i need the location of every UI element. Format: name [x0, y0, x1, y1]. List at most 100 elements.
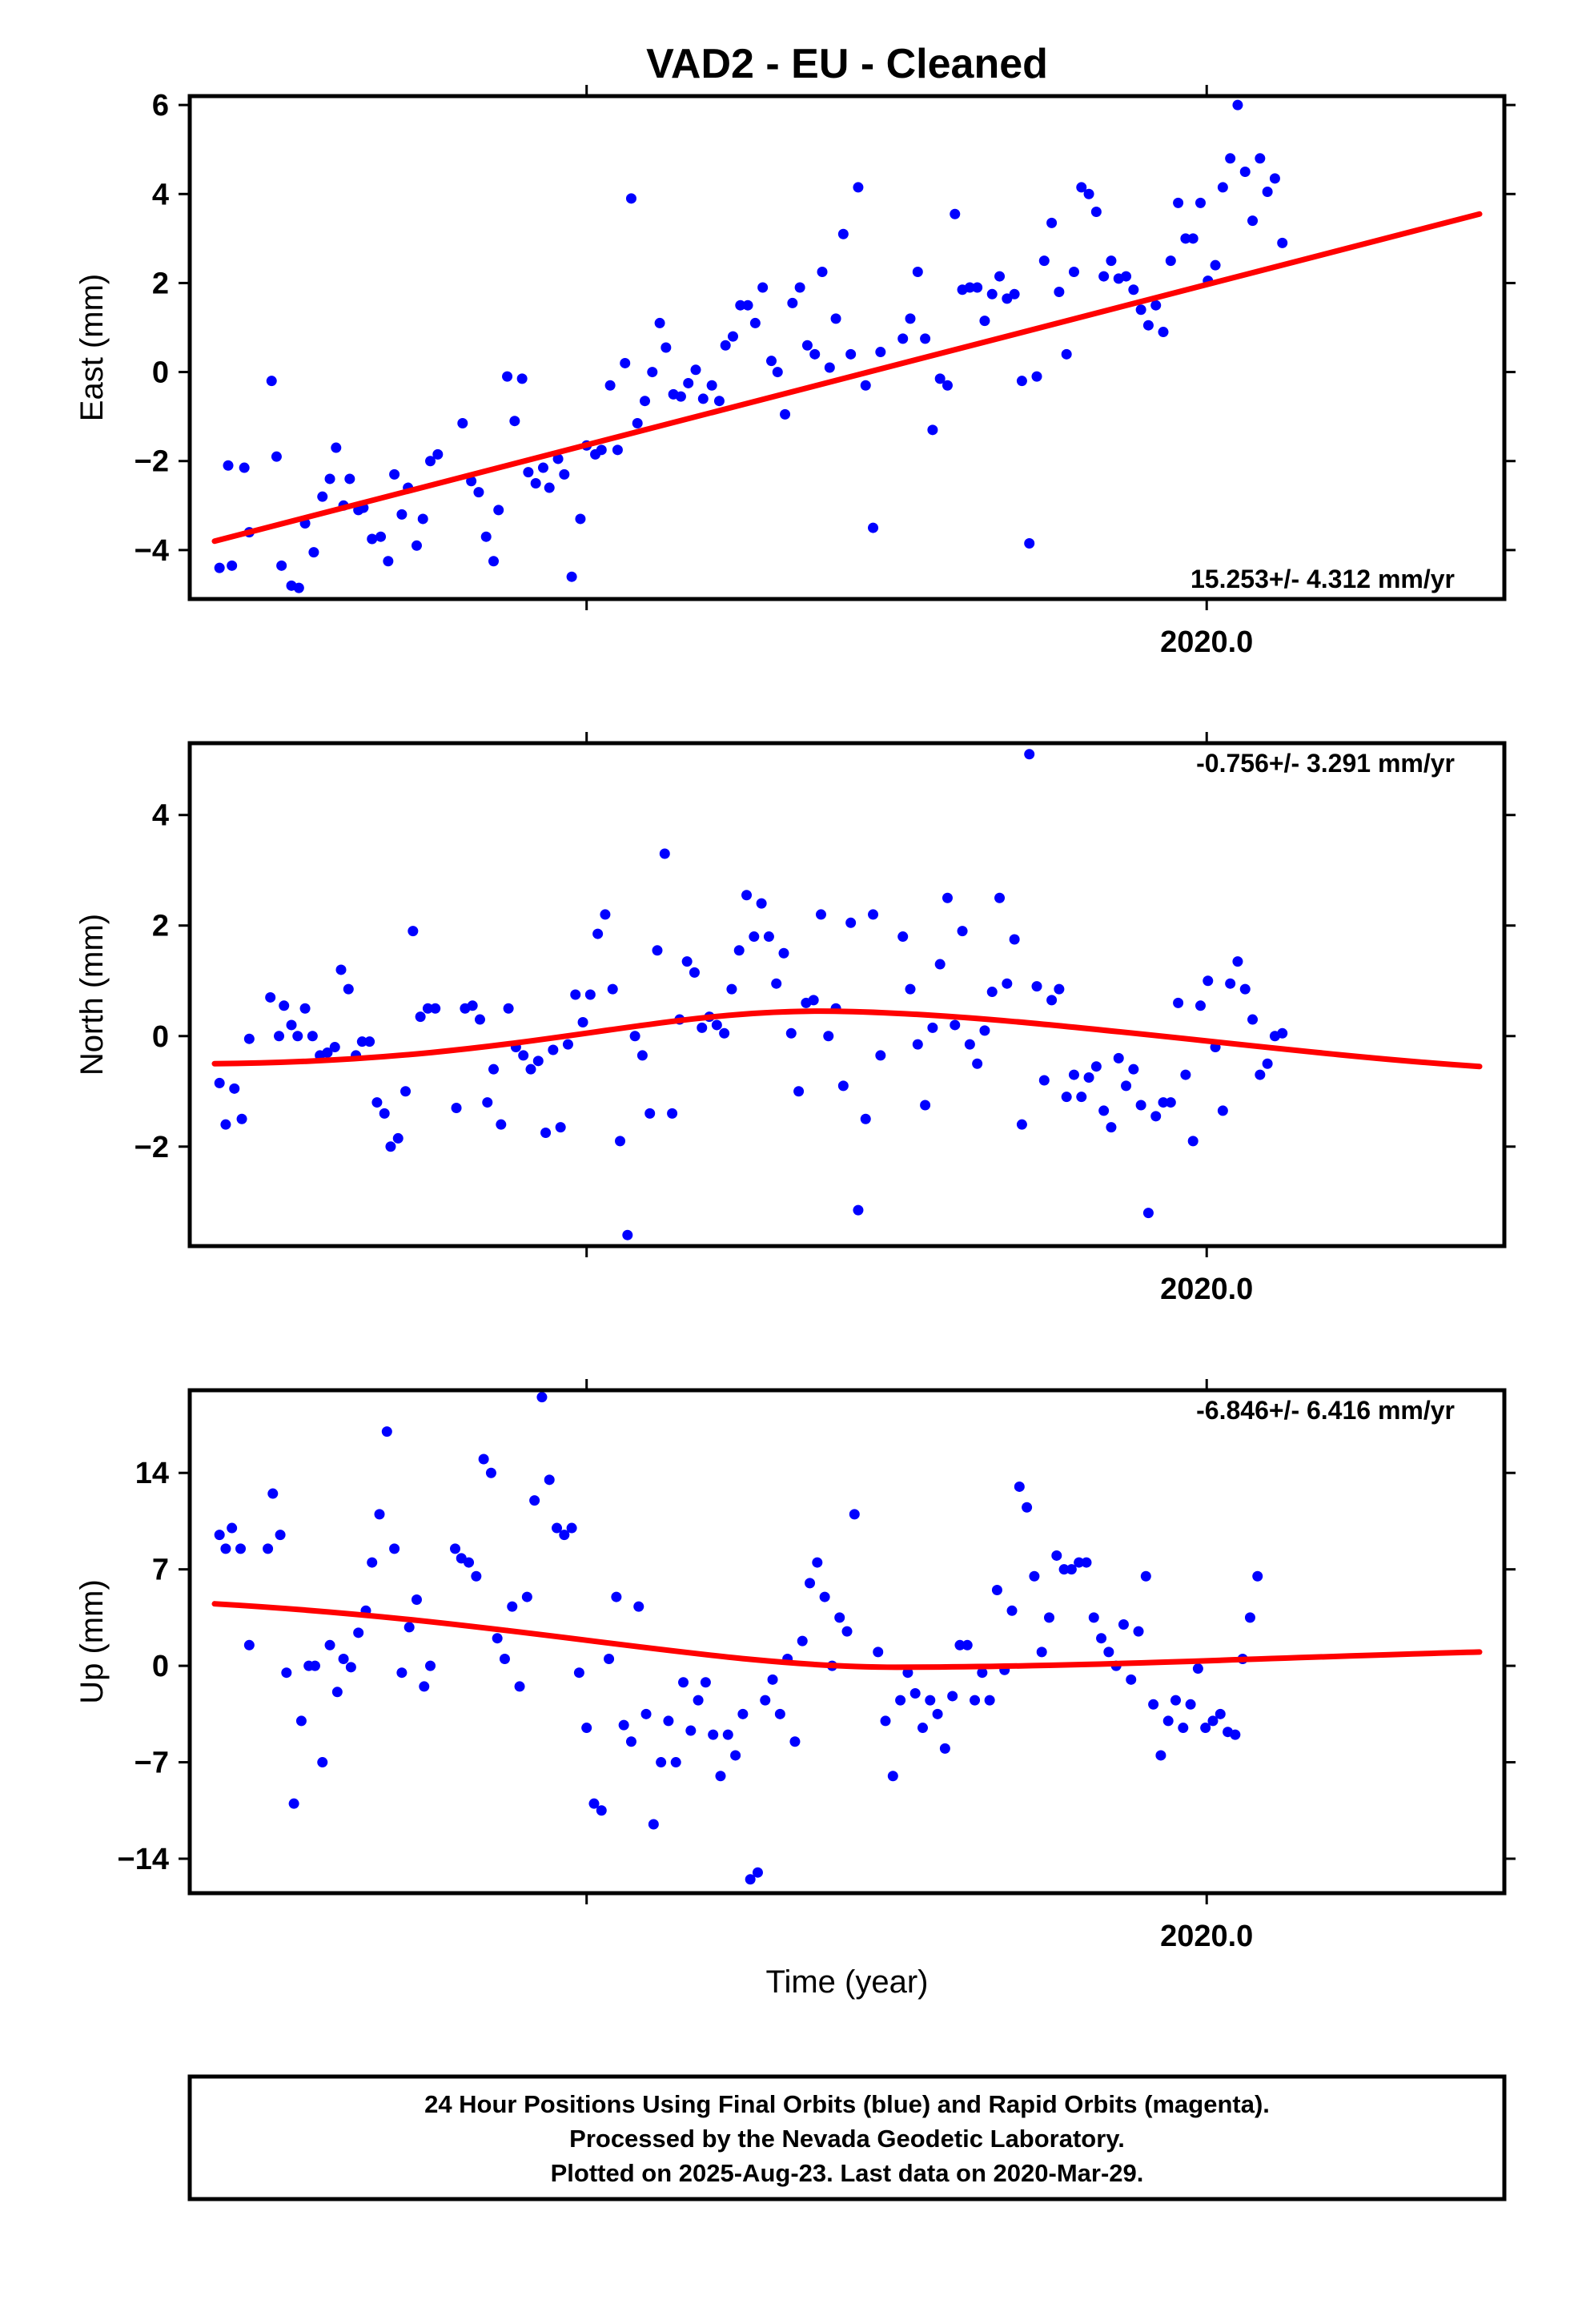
east-point [604, 380, 616, 391]
north-point [540, 1128, 552, 1139]
up-point [396, 1667, 408, 1679]
up-ytick-label: 7 [152, 1554, 169, 1587]
up-point [970, 1695, 981, 1706]
up-point [573, 1667, 584, 1679]
east-point [1098, 271, 1110, 282]
up-point [381, 1426, 392, 1437]
north-point [1142, 1208, 1154, 1219]
east-point [875, 347, 886, 358]
east-point [927, 424, 938, 436]
footer-line-2: Processed by the Nevada Geodetic Laborat… [569, 2125, 1125, 2153]
east-point [1239, 166, 1251, 177]
east-point [331, 442, 342, 453]
up-point [991, 1584, 1002, 1595]
east-point [1158, 327, 1169, 338]
up-xtick-label: 2020.0 [1160, 1920, 1253, 1953]
up-point [499, 1654, 510, 1665]
north-point [1009, 934, 1020, 945]
north-point [994, 892, 1006, 903]
up-point [812, 1557, 823, 1568]
north-point [229, 1083, 240, 1094]
east-point [640, 396, 651, 407]
north-point [335, 964, 347, 975]
east-point [853, 182, 864, 193]
north-point [719, 1027, 730, 1039]
north-point [592, 928, 604, 939]
east-point [824, 362, 835, 373]
up-point [1029, 1570, 1040, 1582]
up-point [1133, 1626, 1144, 1637]
up-point [389, 1543, 400, 1554]
east-point [868, 522, 879, 533]
up-point [478, 1454, 489, 1465]
north-point [400, 1086, 412, 1097]
north-point [1203, 975, 1214, 987]
east-point [367, 533, 378, 545]
east-point [979, 316, 990, 327]
up-point [670, 1757, 681, 1768]
east-point [1076, 182, 1087, 193]
east-point [683, 377, 694, 388]
up-point [1185, 1699, 1196, 1710]
north-point [1113, 1052, 1124, 1063]
east-point [972, 282, 983, 293]
east-point [780, 408, 791, 420]
east-point [502, 371, 513, 382]
up-point [1207, 1715, 1219, 1727]
north-point [1002, 978, 1013, 989]
up-point [275, 1530, 286, 1541]
up-point [939, 1743, 950, 1754]
north-point [927, 1022, 938, 1033]
up-axis-label: Up (mm) [74, 1579, 110, 1704]
east-point [809, 348, 821, 360]
east-point [1180, 233, 1191, 244]
north-ytick-label: 2 [152, 910, 169, 943]
east-point [523, 467, 534, 478]
north-point [279, 1000, 290, 1011]
east-point [1277, 237, 1288, 248]
north-point [562, 1039, 573, 1050]
north-point [214, 1077, 225, 1088]
up-point [492, 1633, 503, 1644]
up-point [633, 1601, 644, 1612]
east-point [516, 373, 528, 384]
panels: −4 −2 0 2 4 6 2020.0 East (mm) 15.253+/- 4.312 m… [74, 85, 1516, 1953]
north-point [496, 1119, 507, 1130]
east-point [1046, 217, 1058, 228]
north-point [615, 1136, 626, 1147]
up-point [708, 1729, 719, 1740]
north-point [415, 1011, 426, 1023]
up-point [1058, 1564, 1070, 1575]
up-point [977, 1667, 988, 1679]
up-point [1244, 1612, 1255, 1623]
east-point [727, 331, 738, 342]
east-point [1269, 173, 1280, 184]
up-fit-line [211, 1601, 1483, 1671]
east-point [575, 513, 586, 525]
up-point [1192, 1663, 1203, 1675]
east-xtick-label: 2020.0 [1160, 625, 1253, 659]
east-point [566, 571, 577, 582]
up-point [663, 1715, 674, 1727]
north-point [629, 1031, 640, 1042]
north-rate-label: -0.756+/- 3.291 mm/yr [1196, 749, 1455, 778]
north-point [474, 1014, 485, 1025]
north-ytick-label: 4 [152, 799, 169, 833]
east-point [432, 448, 444, 460]
north-point [644, 1108, 656, 1119]
east-point [530, 478, 541, 489]
north-point [741, 890, 753, 901]
east-point [375, 531, 387, 542]
up-point [263, 1543, 274, 1554]
up-point [797, 1635, 808, 1647]
north-point [912, 1039, 923, 1050]
north-point [1195, 1000, 1206, 1011]
east-point [1232, 99, 1243, 111]
north-plot-frame [187, 741, 1507, 1248]
north-point [934, 959, 946, 970]
east-point [537, 462, 548, 473]
up-point [841, 1626, 853, 1637]
east-point [1247, 215, 1259, 227]
east-point [934, 373, 946, 384]
east-point [706, 380, 717, 391]
